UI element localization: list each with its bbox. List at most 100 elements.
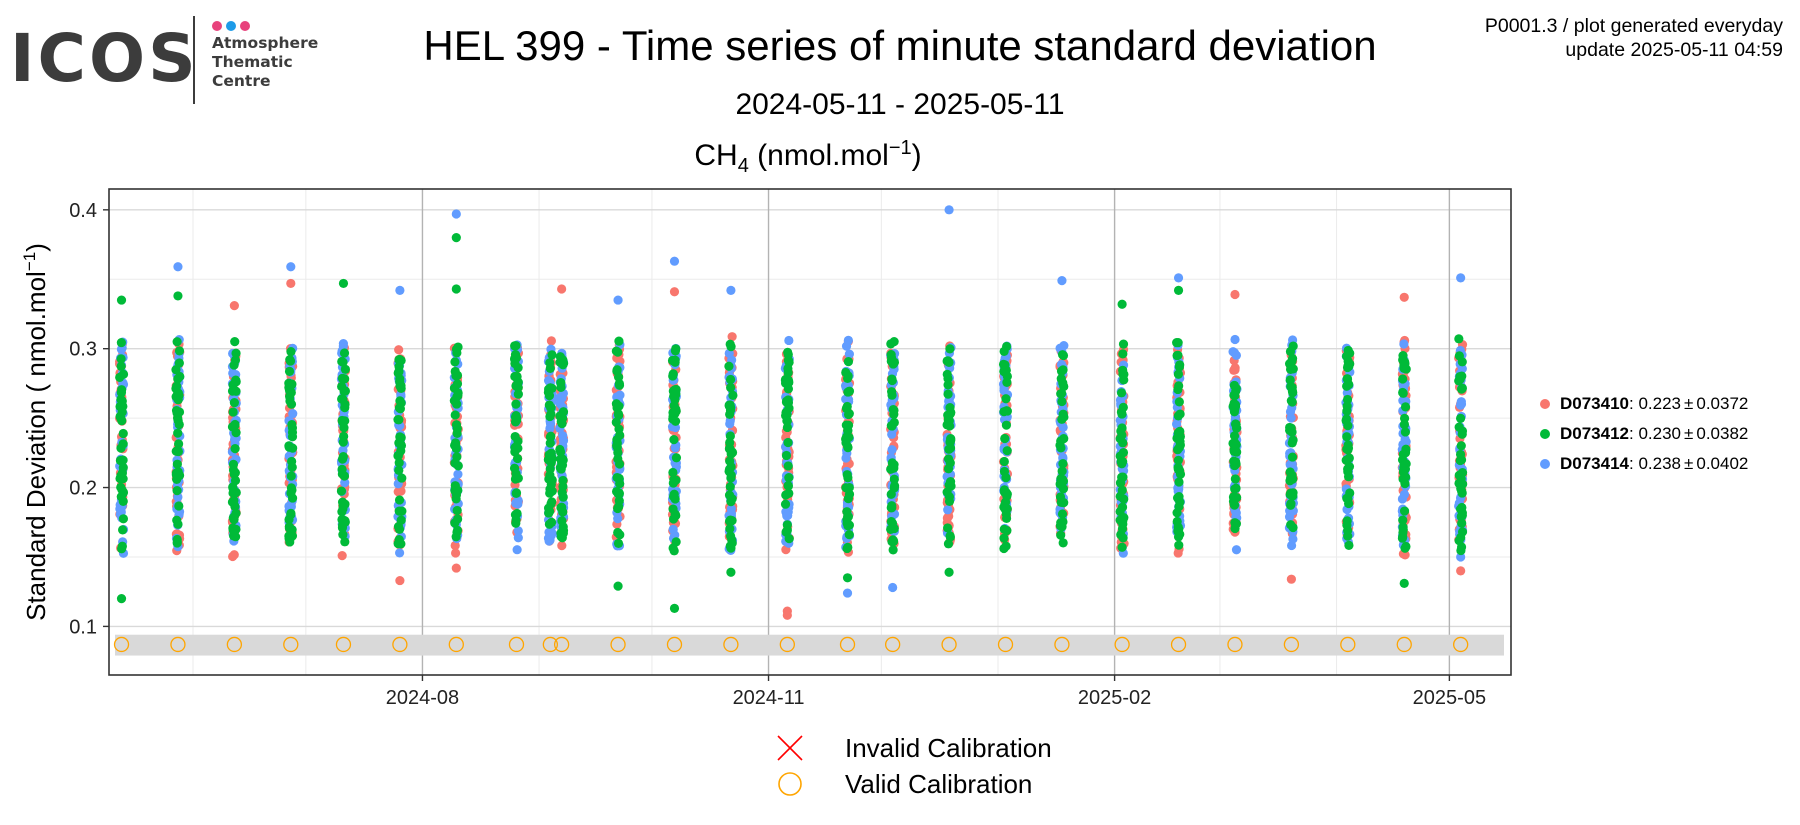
data-point-d073412 [338, 437, 348, 447]
data-point-d073412 [511, 399, 521, 409]
legend-item-d073414: D073414: 0.238 ±0.0402 [1540, 449, 1748, 479]
data-point-d073412 [339, 348, 350, 358]
valid-calibration-marker [392, 636, 408, 653]
data-point-d073412 [1058, 538, 1068, 548]
data-point-d073412 [1229, 456, 1239, 466]
data-point-d073412 [1457, 486, 1467, 496]
data-point-d073412 [1454, 334, 1464, 344]
data-point-d073410 [546, 336, 557, 346]
data-point-d073414 [613, 295, 623, 305]
data-point-d073412 [612, 441, 622, 451]
data-point-d073412 [1229, 431, 1240, 441]
data-point-d073412 [1231, 440, 1241, 450]
data-point-d073412 [726, 567, 736, 577]
data-point-d073412 [999, 466, 1010, 477]
valid-calibration-marker [997, 636, 1014, 653]
data-point-d073412 [725, 409, 735, 419]
data-point-d073412 [890, 481, 900, 491]
data-point-d073412 [451, 284, 461, 294]
data-point-d073412 [1117, 430, 1127, 440]
data-point-d073412 [338, 278, 349, 289]
data-point-d073410 [1229, 365, 1239, 375]
data-point-d073412 [843, 542, 853, 552]
legend-mean-d073412: 0.230 [1638, 424, 1682, 443]
data-point-d073412 [547, 350, 557, 360]
legend-sd-d073414: 0.0402 [1696, 454, 1749, 473]
data-point-d073412 [668, 467, 678, 478]
data-point-d073412 [842, 573, 853, 583]
data-point-d073412 [172, 485, 182, 496]
valid-calibration-marker [1453, 636, 1469, 653]
data-point-d073412 [230, 444, 240, 454]
data-point-d073412 [1117, 299, 1127, 309]
data-point-d073412 [1341, 351, 1352, 361]
valid-calibration-marker [723, 636, 739, 653]
data-point-d073412 [1116, 388, 1127, 398]
data-point-d073412 [1343, 421, 1353, 431]
data-point-d073412 [614, 501, 624, 512]
data-point-d073412 [558, 492, 568, 502]
data-point-d073412 [1059, 412, 1069, 422]
valid-calibration-marker [1170, 636, 1187, 653]
data-point-d073412 [227, 386, 238, 396]
data-point-d073412 [396, 383, 406, 393]
data-point-d073412 [287, 485, 297, 495]
data-point-d073412 [889, 417, 899, 428]
legend-dot-d073412 [1540, 429, 1550, 439]
valid-calibration-marker [508, 636, 525, 653]
data-point-d073412 [614, 424, 624, 434]
data-point-d073414 [1456, 552, 1466, 562]
data-point-d073412 [781, 450, 792, 461]
data-point-d073412 [1117, 542, 1127, 552]
data-point-d073414 [513, 533, 523, 543]
data-point-d073410 [1286, 574, 1296, 584]
valid-calibration-marker [941, 636, 957, 653]
data-point-d073412 [841, 420, 851, 430]
data-point-d073412 [557, 533, 567, 543]
data-point-d073412 [115, 372, 125, 382]
data-point-d073412 [670, 416, 681, 426]
data-point-d073412 [669, 435, 679, 445]
data-point-d073412 [1056, 374, 1066, 384]
data-point-d073412 [512, 453, 523, 464]
valid-calibration-item: Valid Calibration [775, 766, 1052, 802]
data-point-d073412 [1056, 366, 1067, 376]
data-point-d073412 [945, 531, 955, 541]
data-point-d073412 [945, 480, 955, 490]
data-point-d073412 [782, 525, 792, 535]
data-point-d073412 [228, 482, 238, 492]
data-point-d073410 [450, 548, 461, 558]
data-point-d073412 [511, 353, 522, 363]
data-point-d073412 [115, 455, 126, 466]
data-point-d073414 [669, 256, 680, 266]
data-point-d073412 [452, 399, 462, 409]
data-point-d073412 [231, 375, 241, 385]
data-point-d073412 [228, 513, 238, 523]
data-point-d073412 [945, 458, 955, 468]
data-point-d073412 [613, 538, 624, 548]
date-range-subtitle: 2024-05-11 - 2025-05-11 [735, 88, 1065, 121]
data-point-d073414 [558, 435, 569, 446]
data-point-d073414 [725, 419, 735, 429]
data-point-d073412 [886, 350, 896, 360]
data-point-d073414 [1399, 339, 1409, 349]
data-point-d073412 [116, 295, 127, 305]
data-point-d073412 [451, 486, 461, 496]
data-point-d073412 [116, 354, 126, 364]
data-point-d073412 [511, 442, 521, 452]
data-point-d073410 [557, 541, 567, 551]
data-point-d073412 [1173, 445, 1183, 455]
data-point-d073412 [1342, 406, 1352, 416]
data-point-d073412 [1229, 500, 1240, 510]
data-point-d073412 [727, 538, 737, 548]
data-point-d073412 [783, 481, 794, 491]
data-point-d073412 [450, 410, 460, 420]
data-point-d073412 [1057, 509, 1068, 519]
data-point-d073412 [886, 489, 896, 499]
data-point-d073412 [1055, 492, 1066, 502]
data-point-d073414 [453, 469, 463, 479]
data-point-d073412 [450, 518, 460, 528]
data-point-d073412 [888, 404, 898, 415]
data-point-d073414 [340, 478, 350, 488]
data-point-d073414 [1399, 489, 1410, 499]
